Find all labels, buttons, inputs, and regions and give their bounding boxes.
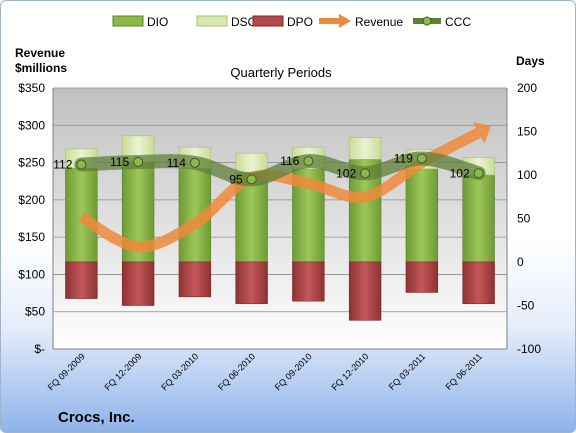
legend-dpo-swatch	[252, 15, 284, 27]
ccc-point	[133, 156, 144, 167]
legend-dso-swatch	[196, 15, 228, 27]
left-axis-label-line2: $millions	[15, 61, 67, 75]
dio-bar	[462, 174, 495, 263]
legend-dio-label: DIO	[147, 15, 168, 29]
right-tick-label: 100	[517, 168, 537, 182]
right-axis-label: Days	[516, 54, 545, 68]
chart-title: Quarterly Periods	[230, 65, 332, 80]
ccc-point	[303, 156, 314, 167]
legend: DIO DSO DPO Revenue CCC	[112, 14, 471, 29]
ccc-data-label: 119	[394, 151, 413, 165]
dpo-bar	[235, 261, 268, 305]
dpo-bar	[121, 261, 155, 306]
line-series: 112 115 114 95 116 102 119 102	[53, 122, 492, 253]
x-tick-label: FQ 06-2010	[216, 351, 257, 392]
dpo-bar	[348, 261, 382, 321]
dpo-bar	[178, 261, 212, 298]
legend-dso-label: DSO	[231, 15, 257, 29]
right-tick-label: 0	[517, 255, 524, 269]
ccc-data-label: 112	[53, 158, 72, 172]
right-tick-label: 150	[517, 125, 537, 139]
dio-bar	[405, 168, 439, 263]
left-tick-label: $200	[18, 193, 45, 207]
dso-bar	[348, 137, 382, 160]
left-tick-label: $300	[18, 118, 45, 132]
ccc-point	[473, 168, 484, 179]
x-tick-label: FQ 12-2009	[103, 351, 144, 392]
ccc-data-label: 102	[336, 166, 356, 180]
ccc-point	[360, 168, 371, 179]
ccc-data-label: 115	[110, 155, 129, 169]
x-tick-label: FQ 09-2009	[46, 351, 87, 392]
dpo-bar	[462, 261, 495, 305]
left-tick-label: $50	[25, 305, 45, 319]
x-tick-label: FQ 09-2010	[273, 351, 314, 392]
dpo-bar	[405, 261, 439, 293]
left-tick-label: $150	[18, 230, 45, 244]
ccc-data-label: 114	[167, 156, 186, 170]
legend-ccc-marker	[422, 16, 432, 26]
right-tick-label: -100	[517, 342, 541, 356]
dio-bar	[65, 167, 98, 263]
ccc-data-label: 95	[229, 172, 243, 186]
dso-bar	[235, 152, 268, 173]
legend-ccc-label: CCC	[445, 15, 471, 29]
left-tick-label: $350	[18, 81, 45, 95]
x-tick-label: FQ 06-2011	[443, 351, 484, 392]
ccc-data-label: 102	[450, 166, 470, 180]
left-tick-label: $250	[18, 156, 45, 170]
legend-dio-swatch	[112, 15, 144, 27]
legend-dpo-label: DPO	[287, 15, 313, 29]
ccc-point	[246, 174, 257, 185]
left-tick-label: $100	[18, 267, 45, 281]
legend-revenue-label: Revenue	[355, 15, 403, 29]
ccc-data-label: 116	[280, 154, 299, 168]
left-tick-label: $-	[34, 342, 45, 356]
legend-revenue-arrow	[339, 14, 351, 28]
x-tick-label: FQ 12-2010	[330, 351, 371, 392]
dpo-bar	[292, 261, 325, 302]
x-tick-label: FQ 03-2010	[159, 351, 200, 392]
ccc-point	[189, 157, 200, 168]
plot-area	[53, 88, 507, 349]
left-axis-label-line1: Revenue	[15, 46, 65, 60]
ccc-point	[416, 153, 427, 164]
company-name: Crocs, Inc.	[58, 409, 135, 426]
dpo-bar	[65, 261, 98, 299]
x-tick-label: FQ 03-2011	[387, 351, 428, 392]
revenue-arrowhead	[473, 122, 492, 144]
right-tick-label: -50	[517, 299, 535, 313]
ccc-point	[76, 159, 87, 170]
right-tick-label: 50	[517, 212, 531, 226]
right-tick-label: 200	[517, 81, 537, 95]
